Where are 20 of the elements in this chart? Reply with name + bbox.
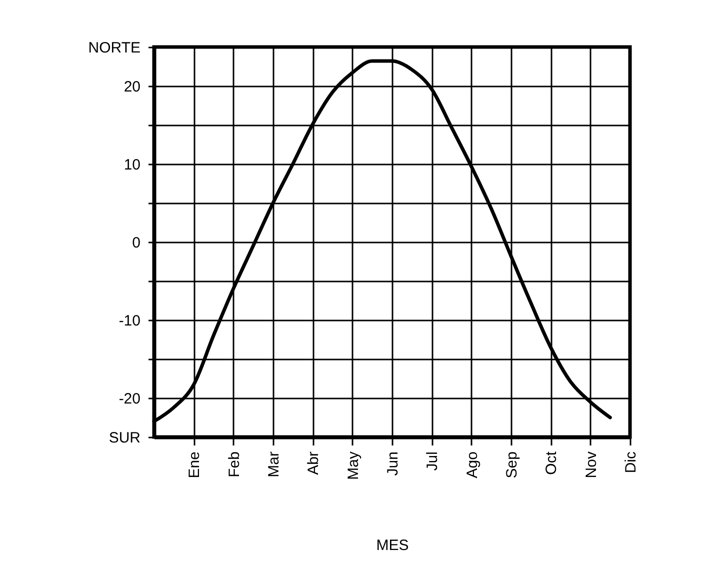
x-tick-label: Mar: [266, 452, 282, 478]
x-tick-label: Nov: [582, 451, 600, 478]
x-axis-title: MES: [376, 536, 409, 554]
y-tick-label: SUR: [108, 430, 141, 446]
y-tick-label: 10: [124, 156, 140, 174]
x-tick-label: Ago: [464, 452, 481, 478]
x-tick-label: Abr: [305, 451, 322, 475]
x-tick-label: May: [344, 451, 362, 480]
x-tick-label: Oct: [543, 450, 560, 475]
x-tick-label: Feb: [226, 452, 243, 478]
x-tick-label: Dic: [622, 451, 640, 474]
y-tick-label: -10: [118, 312, 140, 330]
y-tick-label: -20: [118, 390, 140, 408]
x-tick-label: Jun: [384, 452, 402, 476]
y-tick-label: NORTE: [88, 40, 140, 56]
y-tick-label: 20: [124, 78, 140, 96]
x-tick-label: Jul: [424, 452, 442, 471]
x-tick-label: Ene: [186, 452, 204, 478]
y-tick-label: 0: [132, 234, 140, 252]
x-tick-label: Sep: [504, 452, 520, 478]
